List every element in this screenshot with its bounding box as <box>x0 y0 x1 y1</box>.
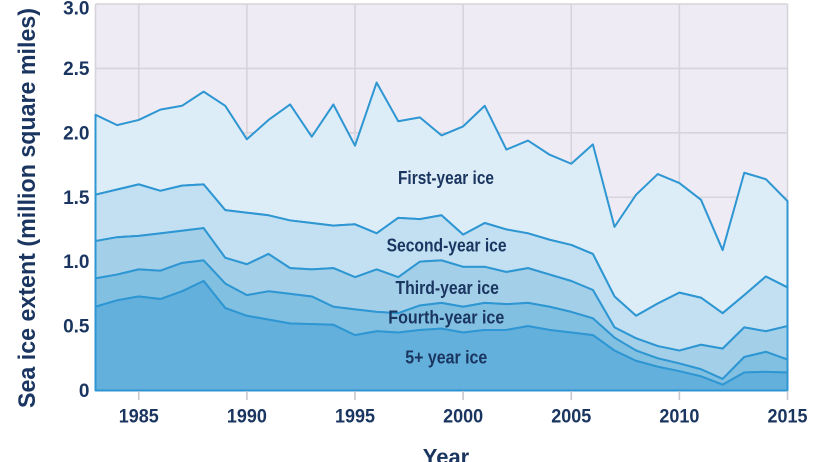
svg-text:Third-year ice: Third-year ice <box>396 278 499 298</box>
svg-text:Fourth-year ice: Fourth-year ice <box>388 308 504 328</box>
svg-text:2.5: 2.5 <box>63 59 90 80</box>
svg-text:2.0: 2.0 <box>63 123 89 144</box>
svg-text:1.0: 1.0 <box>63 252 89 273</box>
svg-text:2000: 2000 <box>443 407 483 428</box>
svg-text:2005: 2005 <box>551 407 591 428</box>
svg-text:0: 0 <box>79 381 90 402</box>
svg-text:First-year ice: First-year ice <box>398 168 494 188</box>
svg-text:0.5: 0.5 <box>63 317 90 338</box>
svg-text:1995: 1995 <box>335 407 375 428</box>
svg-text:1.5: 1.5 <box>63 188 90 209</box>
svg-text:3.0: 3.0 <box>63 0 89 20</box>
svg-text:Sea ice extent (million square: Sea ice extent (million square miles) <box>14 8 41 408</box>
svg-text:1990: 1990 <box>227 407 267 428</box>
svg-text:Second-year ice: Second-year ice <box>387 236 507 256</box>
svg-text:2010: 2010 <box>659 407 699 428</box>
svg-text:1985: 1985 <box>119 407 159 428</box>
svg-text:Year: Year <box>423 445 470 462</box>
svg-text:5+ year ice: 5+ year ice <box>405 347 487 367</box>
svg-text:2015: 2015 <box>768 407 808 428</box>
